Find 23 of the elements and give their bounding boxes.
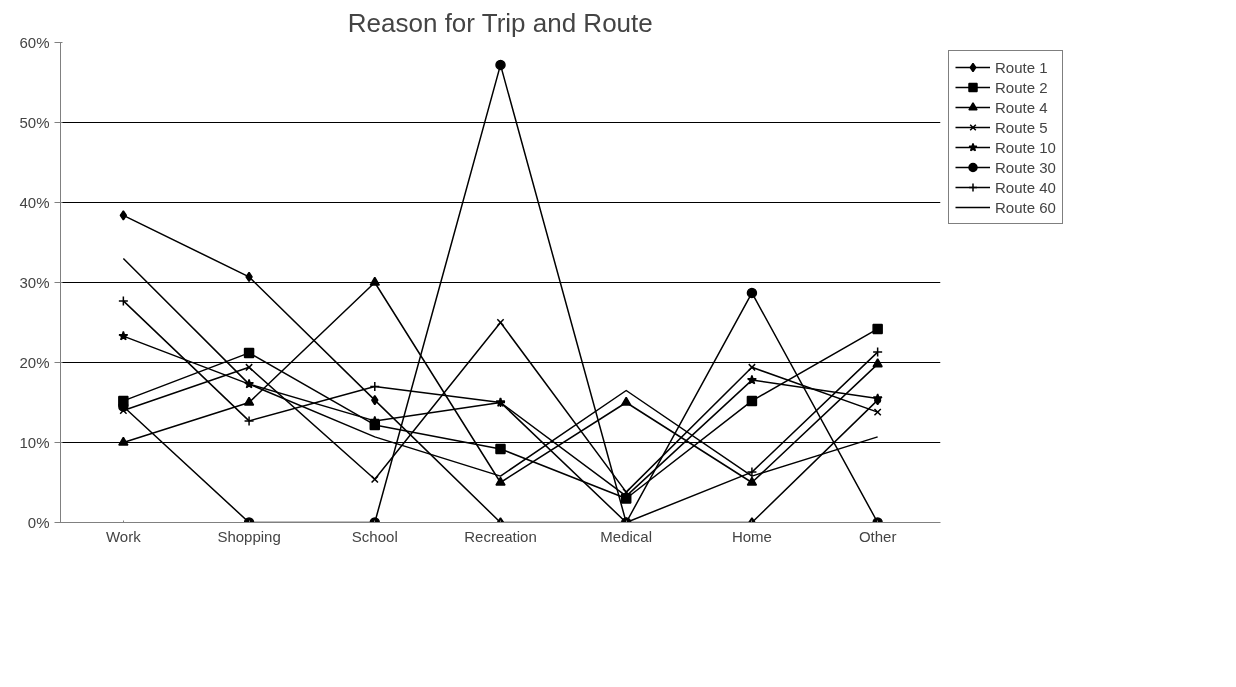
- y-tick-label: 10%: [19, 434, 50, 451]
- x-tick-label: Shopping: [217, 527, 281, 545]
- chart-title: Reason for Trip and Route: [347, 7, 653, 38]
- y-tick-label: 40%: [19, 194, 50, 211]
- legend-label: Route 30: [995, 158, 1056, 176]
- legend-label: Route 1: [995, 58, 1048, 76]
- legend-label: Route 4: [995, 98, 1048, 116]
- legend-label: Route 5: [995, 118, 1048, 136]
- legend-label: Route 10: [995, 138, 1056, 156]
- legend-label: Route 2: [995, 78, 1048, 96]
- x-tick-label: Recreation: [464, 527, 537, 545]
- y-tick-label: 20%: [19, 354, 50, 371]
- legend-label: Route 40: [995, 178, 1056, 196]
- x-tick-label: Other: [858, 527, 897, 545]
- y-tick-label: 0%: [27, 514, 50, 531]
- x-tick-label: Work: [106, 527, 142, 545]
- x-tick-label: Home: [731, 527, 772, 545]
- y-tick-label: 60%: [19, 34, 50, 51]
- x-tick-label: School: [351, 527, 398, 545]
- legend-label: Route 60: [995, 198, 1056, 216]
- y-tick-label: 50%: [19, 114, 50, 131]
- y-tick-label: 30%: [19, 274, 50, 291]
- x-tick-label: Medical: [600, 527, 653, 545]
